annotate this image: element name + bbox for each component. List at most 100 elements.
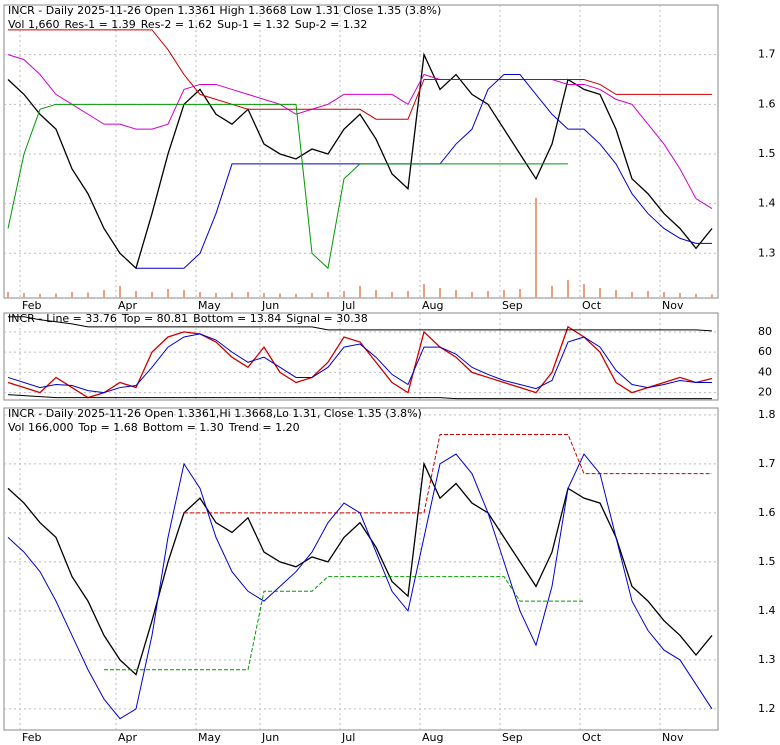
legend-entry: Bottom = 1.30	[143, 421, 224, 434]
legend-entry: Res-1 = 1.39	[64, 18, 135, 31]
volume-bar	[135, 291, 137, 298]
volume-bar	[167, 289, 169, 298]
series-line	[7, 333, 712, 394]
x-tick-label: Feb	[22, 299, 41, 312]
volume-bar	[215, 293, 217, 298]
y-tick-label: 1.7	[758, 48, 776, 61]
legend-entry: Top = 80.81	[121, 312, 188, 325]
panel-frame	[3, 312, 719, 401]
volume-bar	[343, 291, 345, 298]
x-tick-label: May	[198, 731, 221, 744]
legend-entry: Bottom = 13.84	[193, 312, 281, 325]
y-tick-label: 40	[758, 365, 772, 378]
series-line	[7, 103, 568, 270]
volume-bar	[647, 291, 649, 298]
x-tick-label: Jul	[341, 731, 355, 744]
y-tick-label: 1.3	[758, 246, 776, 259]
volume-bar	[583, 284, 585, 298]
panel-frame	[3, 407, 719, 731]
x-tick-label: Sep	[502, 731, 523, 744]
y-tick-label: 1.7	[758, 457, 776, 470]
y-tick-label: 1.4	[758, 197, 776, 210]
volume-bar	[615, 290, 617, 298]
volume-bar	[631, 292, 633, 298]
volume-bar	[55, 293, 57, 298]
y-tick-label: 1.2	[758, 702, 776, 715]
volume-bar	[7, 292, 9, 298]
series-line	[104, 576, 584, 671]
x-tick-label: Nov	[662, 731, 684, 744]
volume-bar	[295, 294, 297, 298]
volume-bar	[311, 293, 313, 298]
x-tick-label: Apr	[118, 731, 138, 744]
y-tick-label: 1.4	[758, 604, 776, 617]
y-tick-label: 1.5	[758, 555, 776, 568]
volume-bar	[375, 290, 377, 298]
y-tick-label: 80	[758, 325, 772, 338]
volume-bar	[551, 286, 553, 298]
y-tick-label: 1.6	[758, 506, 776, 519]
x-tick-label: Jun	[261, 299, 279, 312]
series-line	[7, 54, 713, 210]
volume-bar	[407, 291, 409, 298]
volume-bar	[279, 293, 281, 298]
y-tick-label: 20	[758, 386, 772, 399]
volume-bar	[663, 292, 665, 298]
volume-bar	[359, 286, 361, 298]
volume-bar	[199, 292, 201, 298]
volume-bar	[391, 292, 393, 298]
volume-bar	[151, 292, 153, 298]
y-tick-label: 1.8	[758, 408, 776, 421]
x-tick-label: Aug	[422, 731, 443, 744]
volume-bar	[183, 290, 185, 298]
volume-bar	[23, 293, 25, 298]
volume-bar	[679, 293, 681, 298]
volume-bar	[711, 294, 713, 298]
volume-bar	[231, 292, 233, 298]
panel-title: INCR - Daily 2025-11-26 Open 1.3361,Hi 1…	[8, 407, 422, 420]
volume-bar	[503, 290, 505, 298]
series-line	[7, 325, 713, 399]
panel-title: INCR - Daily 2025-11-26 Open 1.3361 High…	[8, 4, 441, 17]
volume-bar	[327, 292, 329, 298]
volume-bar	[567, 280, 569, 298]
x-tick-label: Sep	[502, 299, 523, 312]
volume-bar	[39, 294, 41, 298]
panel-frame	[3, 4, 719, 299]
panel-title: INCR -	[8, 312, 42, 325]
y-tick-label: 1.6	[758, 97, 776, 110]
legend-entry: Top = 1.68	[77, 421, 137, 434]
legend-entry: Vol 1,660	[8, 18, 59, 31]
volume-bar	[535, 198, 537, 298]
x-tick-label: Feb	[22, 731, 41, 744]
volume-bar	[519, 289, 521, 298]
series-line	[7, 453, 713, 720]
volume-bar	[247, 292, 249, 298]
x-tick-label: Jun	[261, 731, 279, 744]
series-line	[8, 316, 713, 332]
volume-bar	[103, 290, 105, 298]
volume-bar	[119, 286, 121, 298]
x-tick-label: Oct	[582, 731, 602, 744]
legend-entry: Trend = 1.20	[228, 421, 300, 434]
x-tick-label: May	[198, 299, 221, 312]
volume-bar	[439, 288, 441, 298]
legend-entry: Vol 166,000	[8, 421, 73, 434]
y-tick-label: 1.3	[758, 653, 776, 666]
volume-bar	[71, 292, 73, 298]
series-line	[7, 461, 713, 676]
volume-bar	[471, 292, 473, 298]
volume-bar	[455, 290, 457, 298]
series-line	[7, 394, 712, 400]
volume-bar	[87, 292, 89, 298]
volume-bar	[599, 288, 601, 298]
x-tick-label: Jul	[341, 299, 355, 312]
x-tick-label: Oct	[582, 299, 602, 312]
volume-bar	[263, 293, 265, 298]
series-line	[184, 433, 712, 514]
y-tick-label: 1.5	[758, 147, 776, 160]
x-tick-label: Apr	[118, 299, 138, 312]
legend-entry: Sup-2 = 1.32	[295, 18, 368, 31]
legend-entry: Sup-1 = 1.32	[217, 18, 290, 31]
